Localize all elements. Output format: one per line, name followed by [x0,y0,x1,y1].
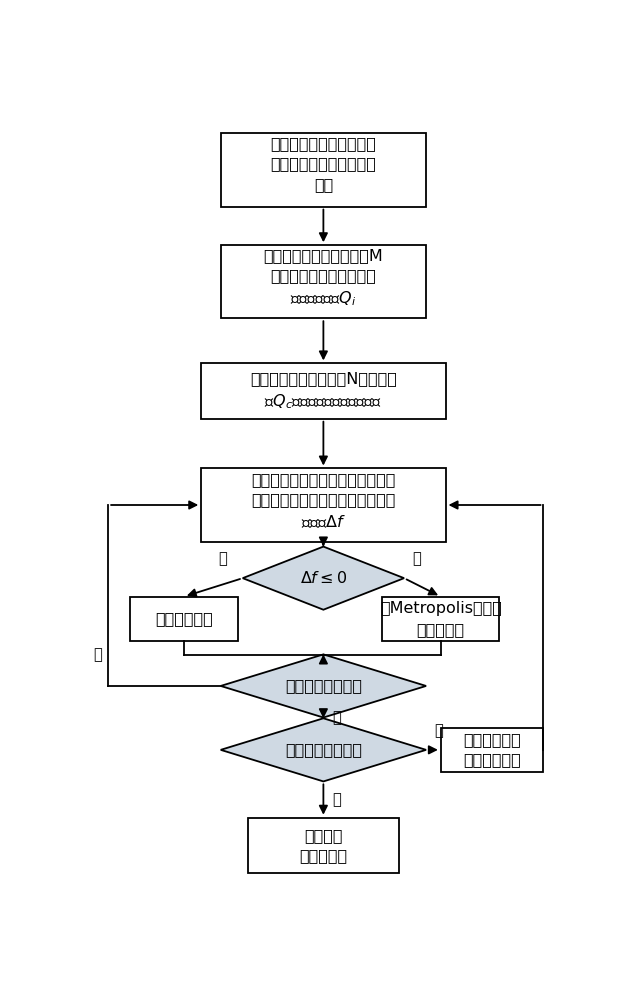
Text: 是: 是 [218,551,227,566]
FancyBboxPatch shape [130,597,238,641]
Text: 获取目标区域详细地图，
主要标记建筑物边界坐标
位置: 获取目标区域详细地图， 主要标记建筑物边界坐标 位置 [271,136,376,192]
Text: $\Delta f \leq 0$: $\Delta f \leq 0$ [300,570,347,586]
Text: 接受新的状态: 接受新的状态 [155,611,213,626]
Text: 扰动产生新的状态，计算其所受库
仑力，并计算与上一状态所受库仑
力之差$\Delta f$: 扰动产生新的状态，计算其所受库 仑力，并计算与上一状态所受库仑 力之差$\Del… [251,472,396,530]
FancyBboxPatch shape [221,245,426,318]
Text: 是: 是 [332,792,341,807]
Text: 在可进入区域随机撒入N个带电量
为$Q_c$的自由电荷作为初始状态: 在可进入区域随机撒入N个带电量 为$Q_c$的自由电荷作为初始状态 [250,371,397,411]
Text: 否: 否 [93,648,102,663]
FancyBboxPatch shape [440,728,543,772]
Text: 缓慢降低温度
重置迭代次数: 缓慢降低温度 重置迭代次数 [463,732,521,768]
Polygon shape [243,547,404,610]
Text: 是否达到迭代次数: 是否达到迭代次数 [285,678,362,693]
FancyBboxPatch shape [201,363,445,419]
FancyBboxPatch shape [247,818,399,873]
Polygon shape [221,654,426,718]
Text: 是: 是 [332,710,341,725]
Text: 否: 否 [434,723,443,738]
Text: 按Metropolis准则接
受新的状态: 按Metropolis准则接 受新的状态 [380,601,502,637]
Polygon shape [221,718,426,781]
Text: 运算结束
返回最优解: 运算结束 返回最优解 [299,828,348,863]
Text: 是否达到终止条件: 是否达到终止条件 [285,742,362,757]
FancyBboxPatch shape [382,597,500,641]
FancyBboxPatch shape [221,133,426,207]
Text: 将建筑物边界离散化，将M
个离散点当作固定的点电
荷，带电量为$Q_i$: 将建筑物边界离散化，将M 个离散点当作固定的点电 荷，带电量为$Q_i$ [264,248,383,308]
FancyBboxPatch shape [201,468,445,542]
Text: 否: 否 [413,551,422,566]
